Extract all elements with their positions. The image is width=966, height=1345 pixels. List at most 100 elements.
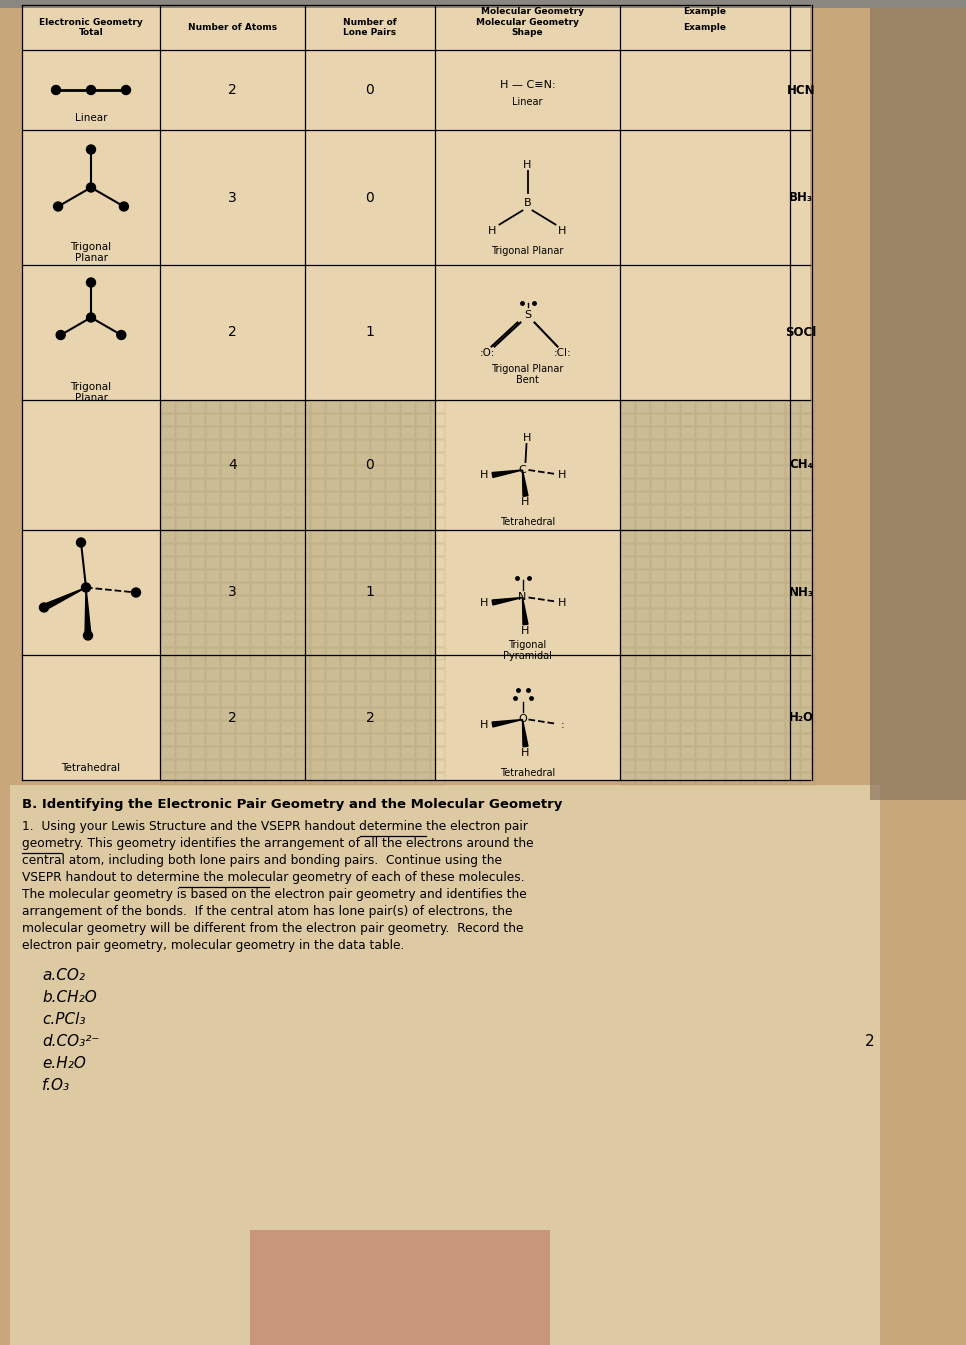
Bar [681,635,695,647]
Text: B. Identifying the Electronic Pair Geometry and the Molecular Geometry: B. Identifying the Electronic Pair Geome… [22,798,562,811]
Bar [711,734,725,746]
Bar [636,635,650,647]
Bar [266,479,280,491]
Bar [681,414,695,426]
Bar [416,557,430,569]
Bar [711,695,725,707]
Text: Electronic Geometry
Total: Electronic Geometry Total [40,17,143,38]
Bar [636,695,650,707]
Bar [786,721,800,733]
Bar [771,440,785,452]
Bar [341,721,355,733]
Text: Trigonal
Planar: Trigonal Planar [71,382,111,404]
Bar [176,426,190,438]
Bar [401,648,415,660]
Bar [206,570,220,582]
Bar [726,635,740,647]
Bar [416,656,430,668]
Bar [311,760,325,772]
Bar [416,760,430,772]
Bar [266,401,280,413]
Bar [681,531,695,543]
Bar [341,531,355,543]
Bar [191,695,205,707]
Bar [266,635,280,647]
Bar [311,557,325,569]
Bar [681,668,695,681]
Bar [191,734,205,746]
Bar [371,518,385,530]
Bar [236,773,250,785]
Bar [371,746,385,759]
Bar [176,453,190,465]
Bar [251,570,265,582]
Bar [161,721,175,733]
Text: N: N [519,593,526,603]
Bar [251,635,265,647]
Bar [176,609,190,621]
Bar [431,401,445,413]
Bar [161,760,175,772]
Bar [401,414,415,426]
Bar [786,570,800,582]
Bar [726,504,740,516]
Bar [726,570,740,582]
Text: c.PCl₃: c.PCl₃ [42,1011,86,1028]
Text: Linear: Linear [74,113,107,122]
Bar [296,440,310,452]
Bar [311,596,325,608]
Bar [621,746,635,759]
Bar [251,656,265,668]
Bar [296,773,310,785]
Bar [0,0,966,8]
Bar [251,773,265,785]
Bar [621,582,635,594]
Bar [636,707,650,720]
Polygon shape [492,469,523,477]
Bar [311,504,325,516]
Bar [711,656,725,668]
Bar [176,721,190,733]
Bar [326,648,340,660]
Bar [386,479,400,491]
Bar [651,440,665,452]
Bar [251,557,265,569]
Bar [206,656,220,668]
Bar [801,492,815,504]
Bar [296,621,310,633]
Bar [786,557,800,569]
Bar [771,453,785,465]
Bar [356,596,370,608]
Bar [651,721,665,733]
Text: 2: 2 [228,325,237,339]
Text: Number of Atoms: Number of Atoms [188,23,277,32]
Bar [786,707,800,720]
Bar [266,570,280,582]
Bar [431,656,445,668]
Bar [176,531,190,543]
Bar [756,414,770,426]
Bar [386,648,400,660]
Bar [386,518,400,530]
Bar [681,570,695,582]
Bar [356,621,370,633]
Bar [176,695,190,707]
Bar [711,440,725,452]
Bar [206,518,220,530]
Bar [711,682,725,694]
Bar [236,465,250,477]
Bar [386,682,400,694]
Bar [726,557,740,569]
Bar [296,746,310,759]
Text: :: : [560,720,564,729]
Bar [801,695,815,707]
Text: CH₄: CH₄ [789,459,813,472]
Bar [771,543,785,555]
Bar [801,656,815,668]
Bar [621,668,635,681]
Bar [386,668,400,681]
Bar [251,531,265,543]
Bar [296,479,310,491]
Bar [326,746,340,759]
Bar [431,504,445,516]
